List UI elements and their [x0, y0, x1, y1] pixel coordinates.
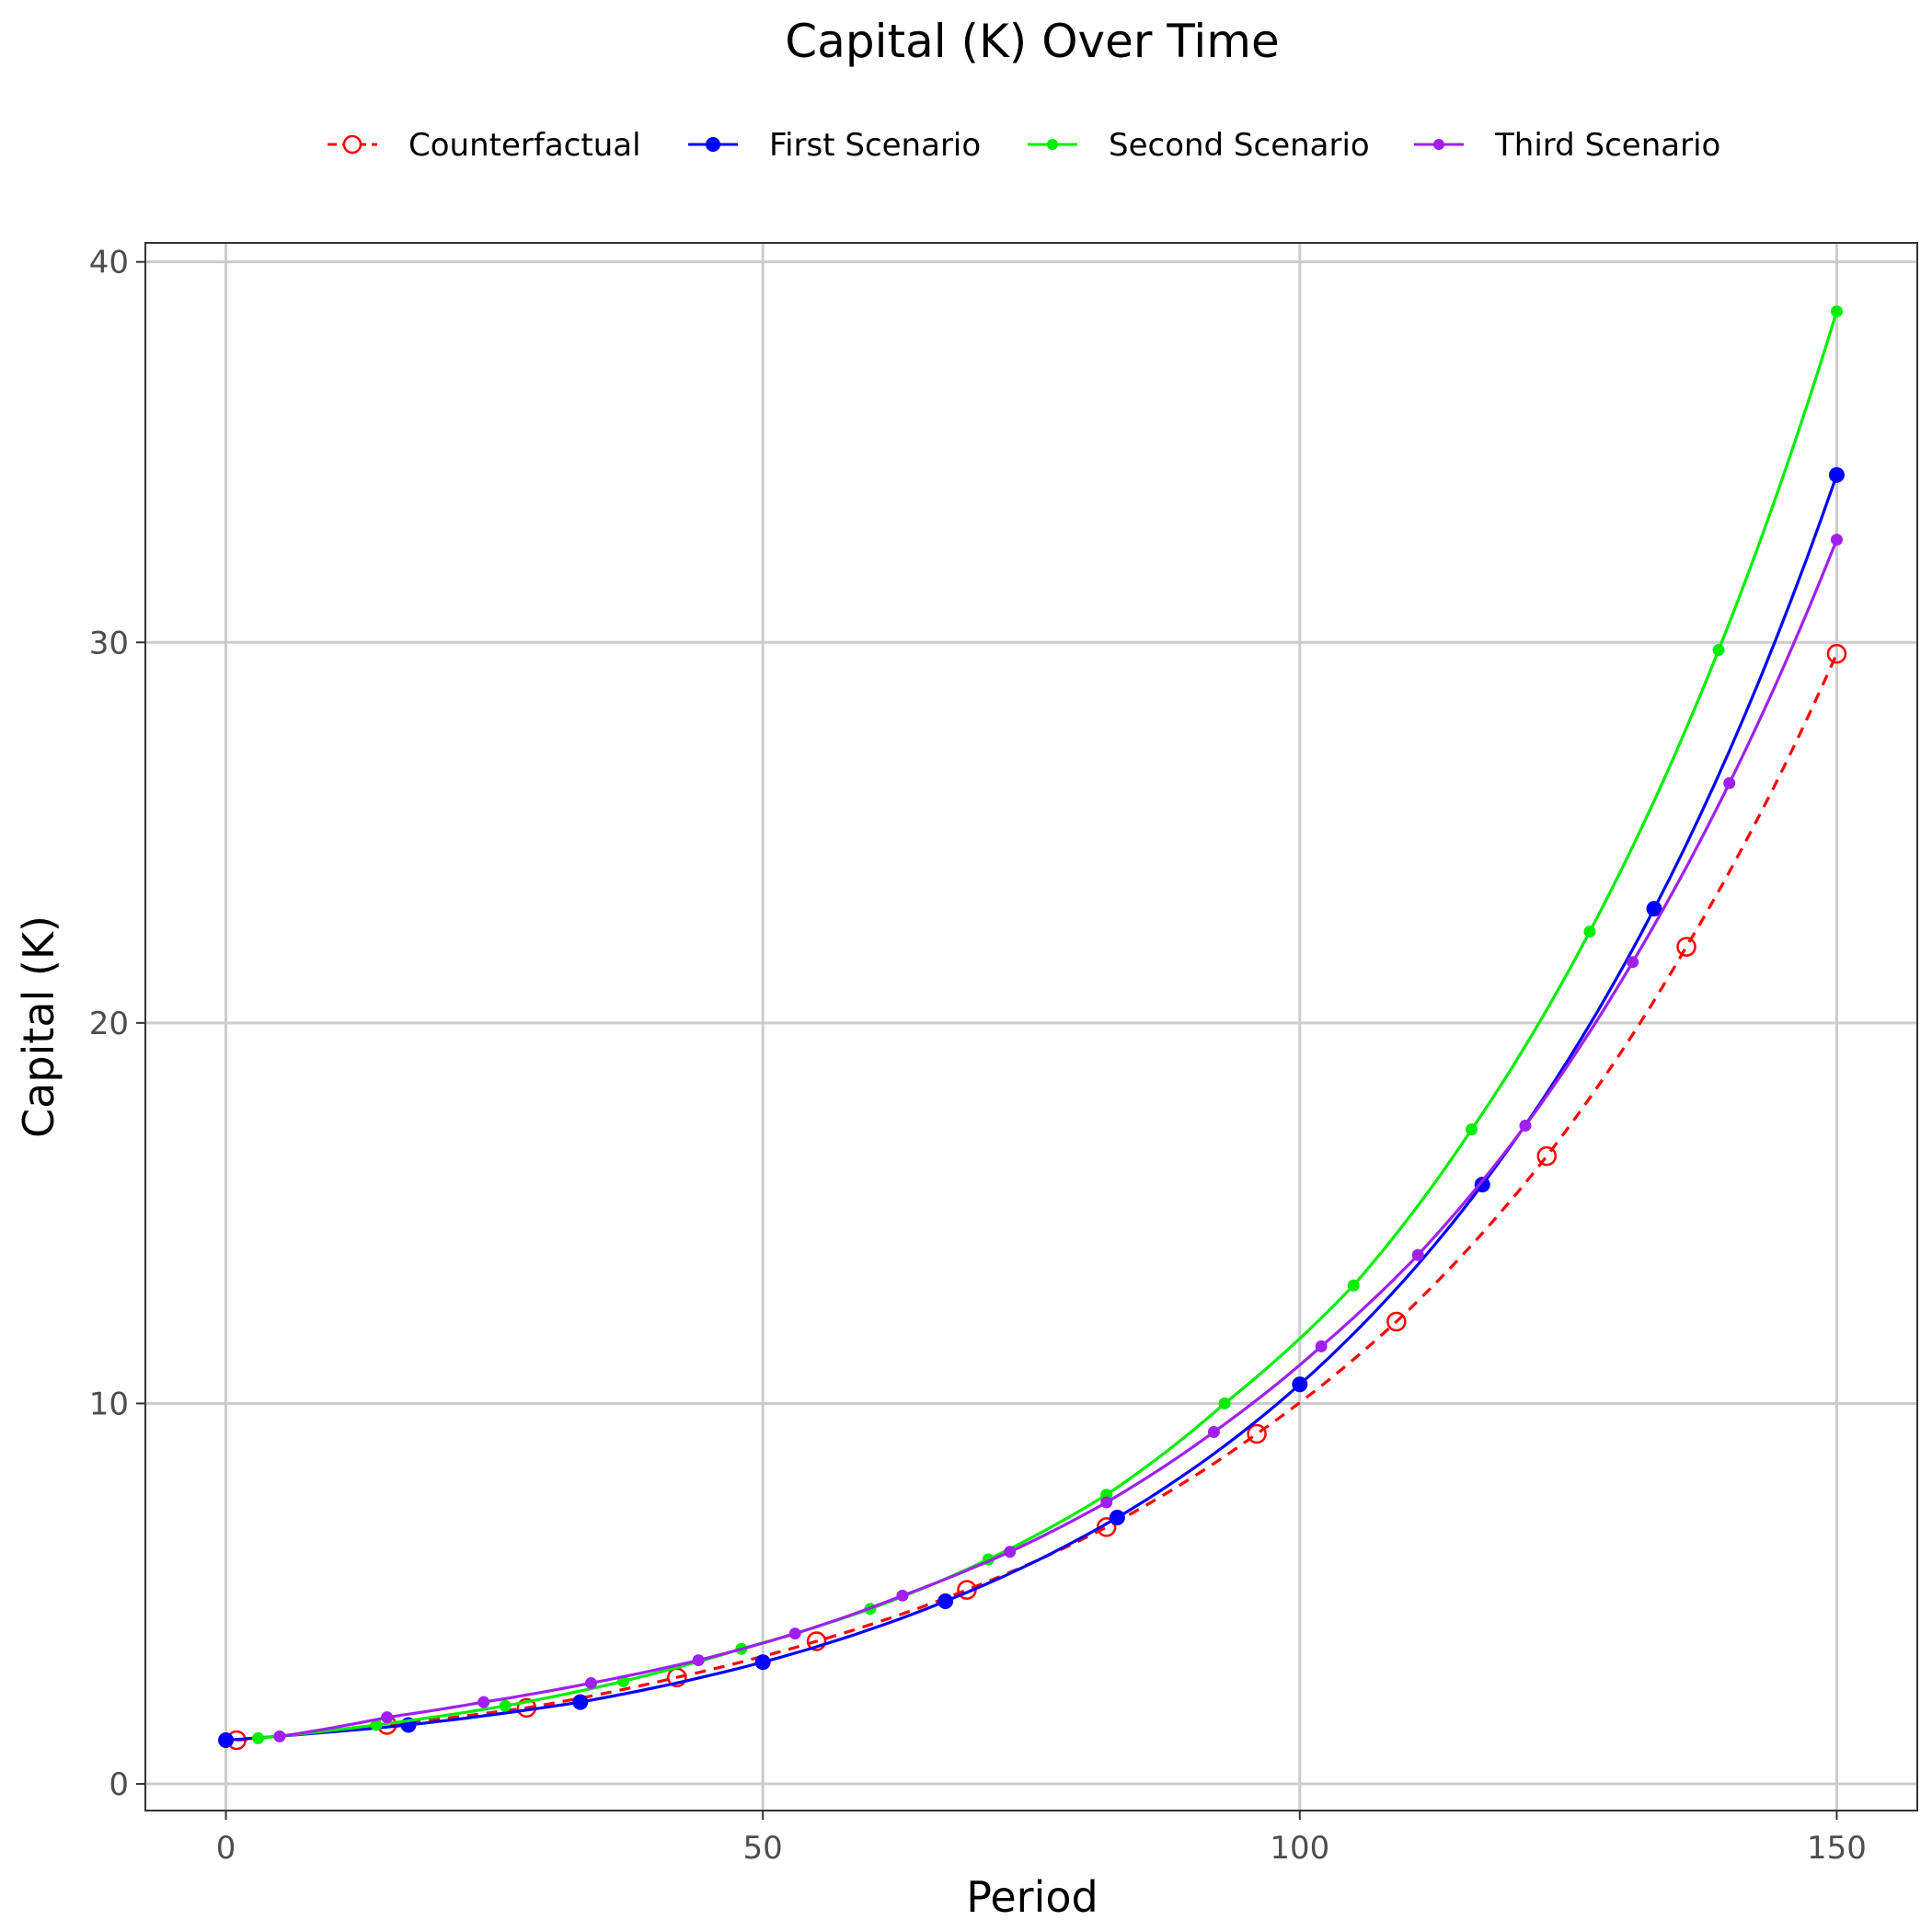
plot-panel: [145, 243, 1917, 1811]
data-point-third-scenario-3: [584, 1676, 597, 1689]
x-tick-label-1: 50: [743, 1830, 783, 1867]
data-point-second-scenario-2: [499, 1699, 512, 1712]
y-tick-label-0: 0: [109, 1766, 129, 1803]
data-point-counterfactual-8: [1386, 1311, 1407, 1332]
series-line-second-scenario: [258, 310, 1839, 1740]
x-axis: 0 50 100 150: [216, 1811, 1867, 1867]
data-point-third-scenario-6: [896, 1589, 909, 1602]
data-point-third-scenario-2: [477, 1696, 490, 1708]
legend-label-counterfactual: Counterfactual: [408, 127, 641, 164]
legend-item-second-scenario: Second Scenario: [1028, 127, 1370, 164]
data-point-counterfactual-11: [1826, 643, 1847, 664]
data-point-second-scenario-0: [252, 1731, 265, 1744]
data-point-counterfactual-7: [1247, 1423, 1267, 1444]
data-point-third-scenario-0: [273, 1730, 286, 1742]
y-tick-label-1: 10: [89, 1386, 129, 1422]
legend-key-marker-counterfactual: [342, 134, 362, 155]
data-point-second-scenario-10: [1466, 1123, 1478, 1136]
data-point-third-scenario-14: [1723, 776, 1736, 789]
legend-key-marker-first-scenario: [706, 137, 720, 152]
data-point-third-scenario-7: [1004, 1546, 1017, 1558]
data-point-first-scenario-0: [218, 1731, 235, 1748]
legend-label-first-scenario: First Scenario: [769, 127, 981, 164]
data-point-first-scenario-3: [754, 1654, 771, 1671]
x-axis-title: Period: [966, 1872, 1098, 1922]
legend-label-third-scenario: Third Scenario: [1494, 127, 1720, 164]
y-axis: 0 10 20 30 40: [89, 245, 145, 1803]
legend-key-marker-second-scenario: [1047, 139, 1058, 150]
data-point-first-scenario-9: [1828, 466, 1845, 483]
x-tick-label-3: 150: [1807, 1830, 1867, 1867]
data-point-third-scenario-9: [1207, 1425, 1220, 1438]
data-point-counterfactual-4: [806, 1631, 827, 1651]
x-tick-label-2: 100: [1270, 1830, 1329, 1867]
data-point-third-scenario-5: [788, 1627, 801, 1640]
series-line-first-scenario: [225, 474, 1839, 1742]
legend-item-first-scenario: First Scenario: [688, 127, 981, 164]
data-point-first-scenario-6: [1292, 1376, 1308, 1393]
legend-item-third-scenario: Third Scenario: [1414, 127, 1720, 164]
data-point-counterfactual-9: [1536, 1145, 1558, 1167]
data-point-third-scenario-12: [1519, 1120, 1532, 1133]
series-layer: [218, 305, 1847, 1751]
chart-title: Capital (K) Over Time: [785, 15, 1279, 68]
plot-border: [144, 242, 1918, 1811]
legend: Counterfactual First Scenario Second Sce…: [328, 127, 1720, 164]
data-point-first-scenario-2: [572, 1694, 589, 1710]
y-axis-title: Capital (K): [14, 915, 63, 1138]
grid: [145, 243, 1917, 1811]
data-point-third-scenario-11: [1411, 1248, 1424, 1261]
data-point-second-scenario-13: [1830, 305, 1843, 317]
legend-label-second-scenario: Second Scenario: [1109, 127, 1370, 164]
data-point-third-scenario-8: [1100, 1496, 1113, 1509]
data-point-second-scenario-8: [1218, 1397, 1231, 1409]
data-point-counterfactual-10: [1676, 937, 1696, 957]
data-point-first-scenario-4: [937, 1593, 954, 1610]
data-point-first-scenario-7: [1474, 1177, 1490, 1193]
x-tick-label-0: 0: [216, 1830, 236, 1867]
y-tick-label-2: 20: [89, 1006, 129, 1042]
data-point-first-scenario-8: [1646, 901, 1662, 917]
data-point-first-scenario-5: [1109, 1510, 1125, 1526]
y-tick-label-3: 30: [89, 625, 129, 661]
data-point-third-scenario-4: [692, 1654, 705, 1667]
legend-key-marker-third-scenario: [1433, 139, 1444, 150]
data-point-third-scenario-15: [1830, 534, 1843, 546]
data-point-third-scenario-13: [1627, 956, 1639, 969]
series-line-third-scenario: [279, 539, 1838, 1738]
data-point-second-scenario-1: [370, 1719, 383, 1731]
y-tick-label-4: 40: [89, 245, 129, 282]
data-point-second-scenario-12: [1712, 644, 1725, 657]
data-point-third-scenario-1: [381, 1711, 394, 1724]
data-point-second-scenario-9: [1347, 1279, 1360, 1292]
legend-item-counterfactual: Counterfactual: [328, 127, 641, 164]
data-point-third-scenario-10: [1315, 1340, 1328, 1352]
data-point-second-scenario-11: [1583, 926, 1596, 938]
